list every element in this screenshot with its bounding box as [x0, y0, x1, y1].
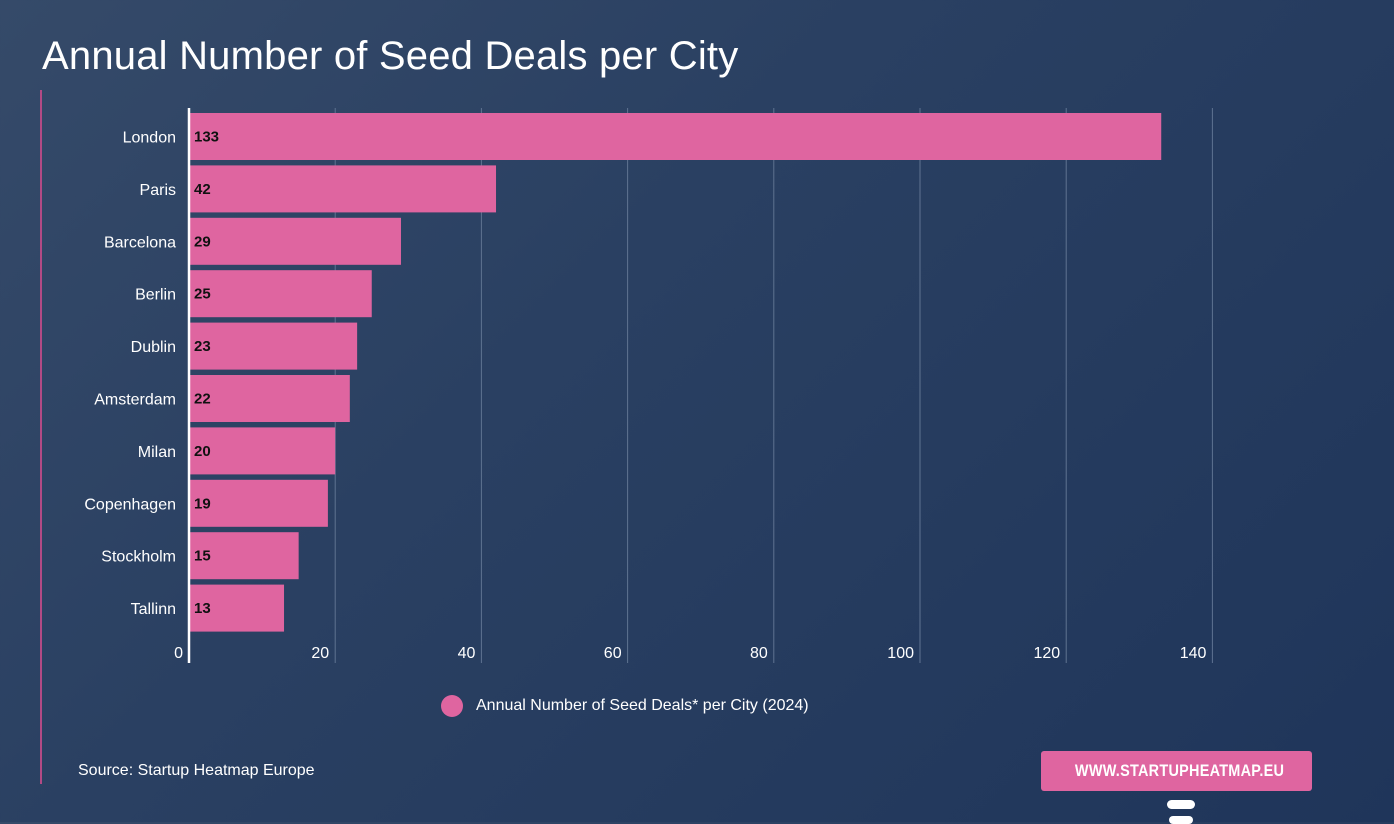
scroll-handle[interactable] [1167, 800, 1195, 809]
category-label: Tallinn [131, 601, 176, 618]
x-tick-label: 80 [750, 645, 768, 662]
bar [189, 532, 299, 580]
legend-label: Annual Number of Seed Deals* per City (2… [476, 697, 809, 714]
x-tick-label: 40 [458, 645, 476, 662]
left-accent-rule [40, 90, 42, 784]
bar [189, 427, 336, 475]
legend-swatch [441, 695, 463, 717]
bar [189, 322, 358, 370]
data-label: 20 [194, 443, 211, 460]
source-note: Source: Startup Heatmap Europe [78, 762, 315, 779]
bar [189, 375, 350, 422]
data-label: 23 [194, 338, 211, 355]
bar-chart: London 133 Paris 42 Barcelona 29 Berlin 25 Dubli… [84, 108, 1213, 663]
bar [189, 165, 497, 213]
category-label: Barcelona [104, 234, 176, 251]
category-label: Amsterdam [94, 392, 176, 409]
x-tick-label: 100 [887, 645, 914, 662]
data-label: 25 [194, 286, 211, 303]
x-tick-label: 60 [604, 645, 622, 662]
data-label: 13 [194, 600, 211, 617]
category-label: Copenhagen [84, 496, 176, 513]
x-tick-label: 20 [311, 645, 329, 662]
data-label: 22 [194, 391, 211, 408]
website-link-label: WWW.STARTUPHEATMAP.EU [1074, 761, 1284, 780]
data-label: 19 [194, 495, 211, 512]
category-label: Berlin [135, 287, 176, 304]
x-tick-label: 140 [1180, 645, 1207, 662]
data-label: 42 [194, 181, 211, 198]
x-tick-label: 0 [174, 645, 183, 662]
bar [189, 113, 1162, 160]
bar [189, 479, 328, 527]
legend: Annual Number of Seed Deals* per City (2… [441, 695, 809, 717]
chart-title: Annual Number of Seed Deals per City [42, 34, 739, 78]
x-tick-label: 120 [1033, 645, 1060, 662]
category-label: Milan [138, 444, 176, 461]
category-label: Stockholm [101, 549, 176, 566]
data-label: 15 [194, 548, 211, 565]
category-label: London [123, 130, 176, 147]
scroll-handle-secondary[interactable] [1169, 816, 1193, 824]
bar [189, 584, 285, 632]
category-label: Dublin [131, 339, 176, 356]
bar [189, 217, 401, 265]
data-label: 133 [194, 129, 219, 146]
website-link-button[interactable]: WWW.STARTUPHEATMAP.EU [1041, 751, 1312, 791]
bar [189, 270, 372, 318]
category-label: Paris [140, 182, 176, 199]
data-label: 29 [194, 233, 211, 250]
